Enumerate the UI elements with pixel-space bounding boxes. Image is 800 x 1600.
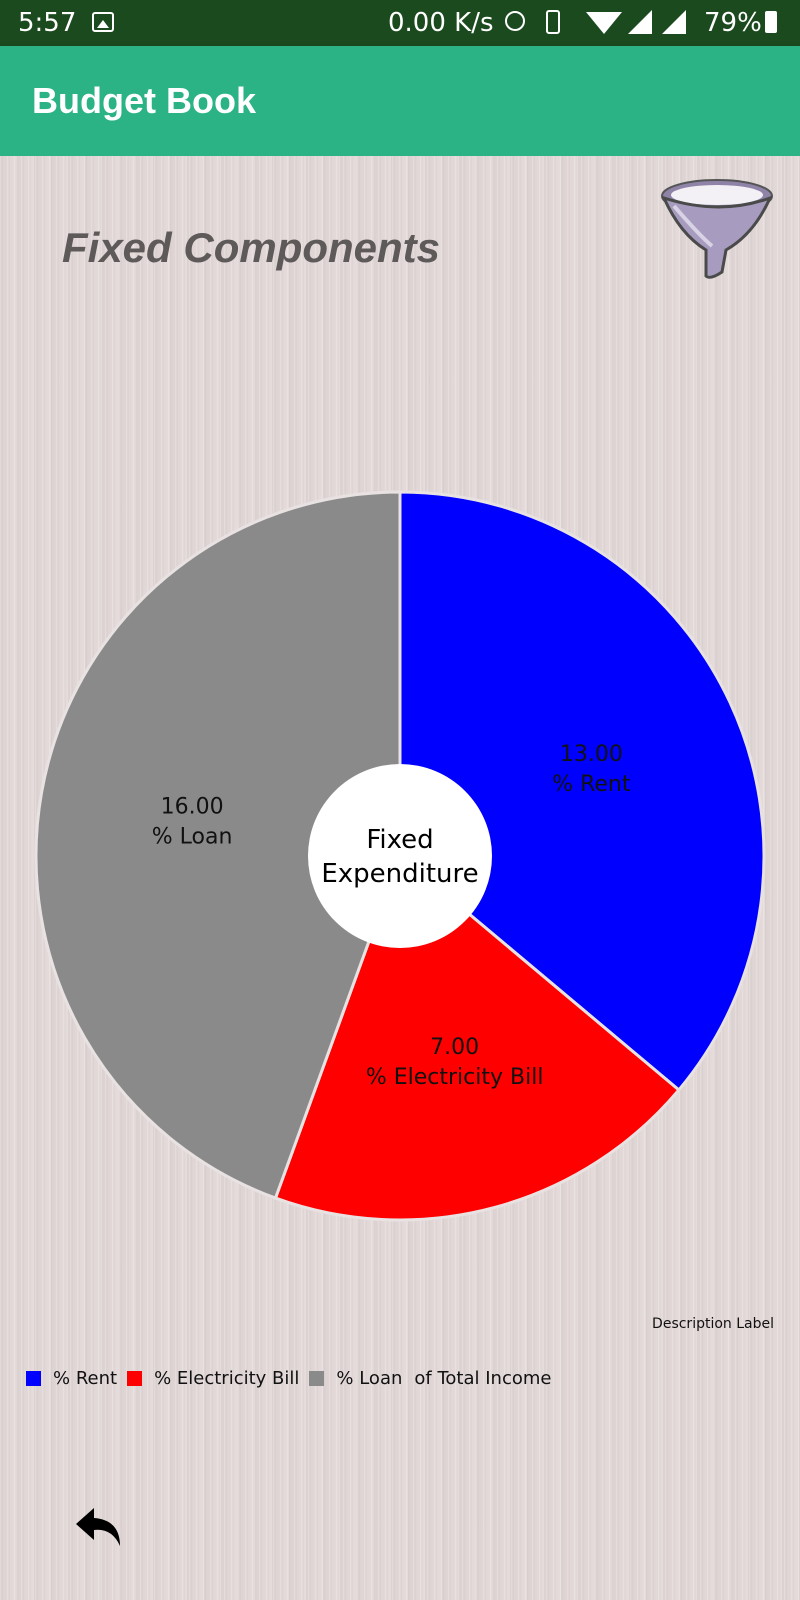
filter-button[interactable] — [660, 176, 782, 286]
legend-item: % Loan — [309, 1368, 402, 1389]
pie-slice-2[interactable] — [34, 490, 402, 1200]
slice-name-label: % Loan — [152, 824, 233, 849]
legend-label: % Rent — [53, 1367, 118, 1389]
pie-chart: 13.00 % Rent 7.00 % Electricity Bill 16.00 % … — [0, 456, 800, 1256]
wifi-icon — [586, 12, 622, 34]
slice-value-label: 7.00 — [430, 1035, 479, 1060]
alarm-icon — [505, 11, 525, 31]
pie-slice-1[interactable] — [273, 853, 681, 1222]
legend-item: % Rent — [26, 1368, 117, 1389]
app-bar: Budget Book — [0, 46, 800, 156]
legend-suffix: of Total Income — [414, 1367, 552, 1389]
section-title: Fixed Components — [62, 224, 441, 271]
description-label: Description Label — [652, 1316, 774, 1332]
back-arrow-icon — [76, 1508, 120, 1546]
legend-swatch — [127, 1370, 143, 1386]
legend-label: % Loan — [336, 1367, 403, 1389]
chart-legend: % Rent % Electricity Bill % Loan of Total I… — [26, 1364, 551, 1392]
vibrate-icon — [546, 10, 560, 34]
main-content: Fixed Components 13.00 % Rent 7.00 % Electr… — [0, 156, 800, 1600]
slice-value-label: 13.00 — [560, 742, 623, 767]
image-icon — [92, 12, 114, 32]
legend-swatch — [309, 1370, 325, 1386]
status-bar: 5:57 0.00 K/s 79% — [0, 0, 800, 46]
battery-icon — [765, 11, 777, 33]
network-speed: 0.00 K/s — [388, 8, 494, 38]
pie-center-text: Expenditure — [321, 859, 478, 889]
pie-slice-0[interactable] — [398, 490, 766, 1093]
status-time: 5:57 — [18, 8, 77, 38]
pie-center-hole — [308, 764, 492, 948]
signal-icon — [662, 10, 686, 34]
legend-label: % Electricity Bill — [154, 1367, 300, 1389]
slice-name-label: % Electricity Bill — [366, 1065, 544, 1090]
battery-percent: 79% — [704, 8, 762, 38]
filter-funnel-icon — [661, 179, 773, 279]
slice-value-label: 16.00 — [161, 794, 224, 819]
pie-center-text: Fixed — [366, 825, 433, 855]
app-title: Budget Book — [32, 80, 256, 121]
pie-chart-svg: 13.00 % Rent 7.00 % Electricity Bill 16.00 % … — [34, 490, 766, 1222]
back-button[interactable] — [72, 1502, 128, 1552]
legend-swatch — [26, 1370, 41, 1386]
legend-item: % Electricity Bill — [127, 1368, 299, 1389]
slice-name-label: % Rent — [552, 772, 631, 797]
signal-icon — [628, 10, 652, 34]
